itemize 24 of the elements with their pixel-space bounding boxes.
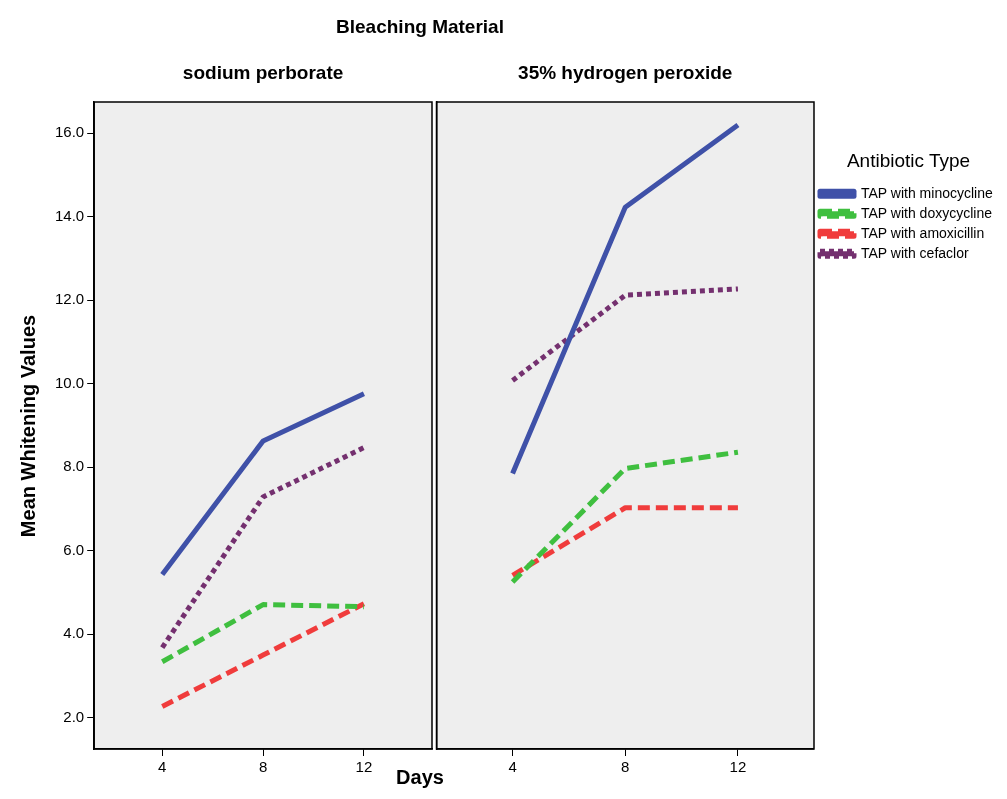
y-axis-title: Mean Whitening Values: [16, 314, 40, 537]
chart-title: Bleaching Material: [336, 16, 504, 38]
legend-title: Antibiotic Type: [846, 149, 971, 171]
y-tick-label: 4.0: [63, 624, 85, 642]
chart-subtitle: sodium perborate: [182, 62, 344, 84]
x-tick-label: 8: [621, 758, 630, 776]
x-tick-label: 4: [158, 758, 167, 776]
y-tick-label: 12.0: [54, 290, 85, 308]
x-tick-label: 12: [729, 758, 747, 776]
legend-label: TAP with amoxicillin: [861, 224, 985, 241]
y-tick-label: 8.0: [63, 457, 85, 475]
legend-label: TAP with minocycline: [861, 184, 993, 201]
x-axis-title: Days: [396, 766, 444, 789]
y-tick-label: 2.0: [63, 707, 85, 725]
x-tick-label: 8: [258, 758, 268, 776]
y-tick-label: 6.0: [63, 540, 85, 558]
x-tick-label: 12: [355, 758, 373, 776]
legend-label: TAP with cefaclor: [861, 244, 969, 261]
y-tick-label: 10.0: [54, 373, 85, 391]
legend-label: TAP with doxycycline: [861, 204, 993, 221]
chart-subtitle: 35% hydrogen peroxide: [518, 62, 733, 84]
y-tick-label: 14.0: [54, 206, 85, 224]
y-tick-label: 16.0: [54, 123, 85, 141]
x-tick-label: 4: [508, 758, 517, 776]
